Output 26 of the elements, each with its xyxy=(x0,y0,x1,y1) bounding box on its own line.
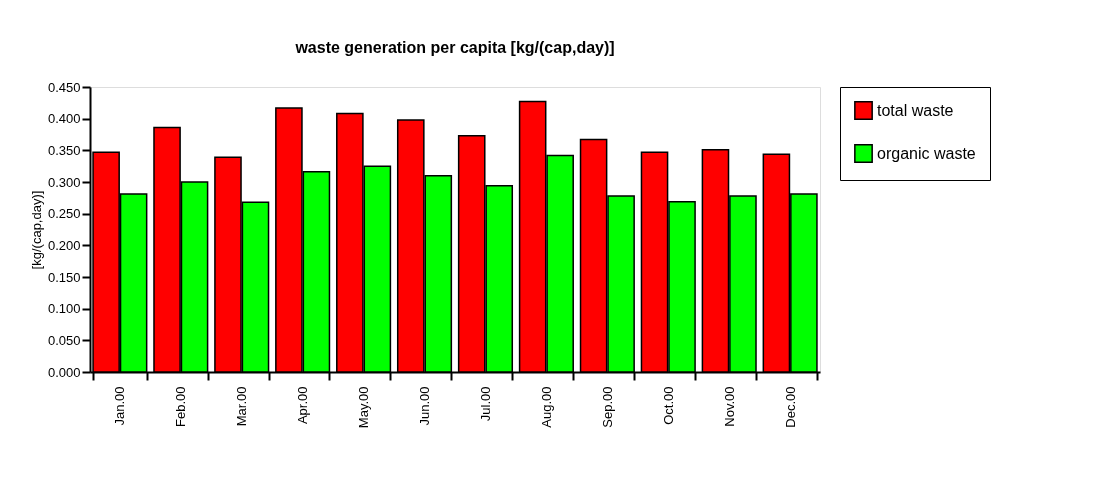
x-tick-label: Feb.00 xyxy=(173,386,189,427)
y-tick-label: 0.200 xyxy=(47,237,81,253)
y-tick-label: 0.300 xyxy=(47,174,81,190)
y-tick-label: 0.100 xyxy=(47,301,81,317)
legend-label: organic waste xyxy=(877,144,976,162)
y-tick-label: 0.350 xyxy=(47,142,81,158)
x-tick-label: Jul.00 xyxy=(477,386,493,422)
y-axis-title: [kg/(cap,day)] xyxy=(28,190,44,270)
x-tick-label: Apr.00 xyxy=(295,386,311,425)
x-tick-label: May.00 xyxy=(356,386,372,429)
y-tick-label: 0.000 xyxy=(47,364,81,380)
x-tick-label: Mar.00 xyxy=(234,386,250,427)
legend-label: total waste xyxy=(877,101,954,119)
x-tick-label: Sep.00 xyxy=(599,386,615,428)
x-tick-label: Jan.00 xyxy=(112,386,128,426)
y-tick-label: 0.150 xyxy=(47,269,81,285)
y-tick-label: 0.450 xyxy=(47,79,81,95)
y-tick-label: 0.400 xyxy=(47,111,81,127)
x-tick-label: Dec.00 xyxy=(782,386,798,428)
y-tick-label: 0.050 xyxy=(47,332,81,348)
y-tick-label: 0.250 xyxy=(47,206,81,222)
x-tick-label: Oct.00 xyxy=(660,386,676,425)
x-tick-label: Aug.00 xyxy=(538,386,554,428)
x-tick-label: Jun.00 xyxy=(417,386,433,426)
x-tick-label: Nov.00 xyxy=(721,386,737,427)
chart-title: waste generation per capita [kg/(cap,day)] xyxy=(294,39,615,56)
